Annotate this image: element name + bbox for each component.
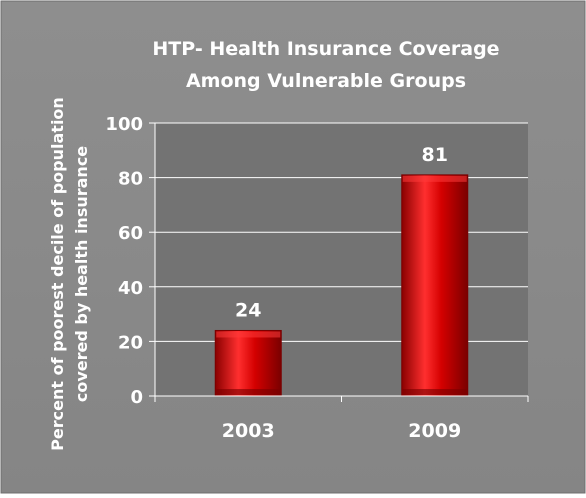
y-tick-label: 100 <box>105 114 143 135</box>
x-tick-label: 2003 <box>222 420 275 442</box>
y-axis-title-line-1: Percent of poorest decile of population <box>48 97 67 451</box>
chart-title-line-2: Among Vulnerable Groups <box>186 70 466 92</box>
data-label: 81 <box>422 144 448 166</box>
y-tick-label: 60 <box>118 223 143 244</box>
y-tick-label: 0 <box>130 387 143 408</box>
bar-bottom-bevel <box>216 389 281 395</box>
x-tick-label: 2009 <box>408 420 461 442</box>
data-label: 24 <box>235 299 261 321</box>
bar-top-bevel <box>402 175 467 182</box>
bar-2009 <box>401 174 469 397</box>
y-axis-title-line-2: covered by health insurance <box>72 146 91 402</box>
bar-bottom-bevel <box>402 389 467 395</box>
y-tick-label: 20 <box>118 332 143 353</box>
bar-2003 <box>214 329 282 397</box>
y-tick-label: 40 <box>118 278 143 299</box>
plot-area <box>155 123 528 396</box>
bar-top-bevel <box>216 331 281 338</box>
y-tick-label: 80 <box>118 169 143 190</box>
chart-title-line-1: HTP- Health Insurance Coverage <box>152 38 499 60</box>
